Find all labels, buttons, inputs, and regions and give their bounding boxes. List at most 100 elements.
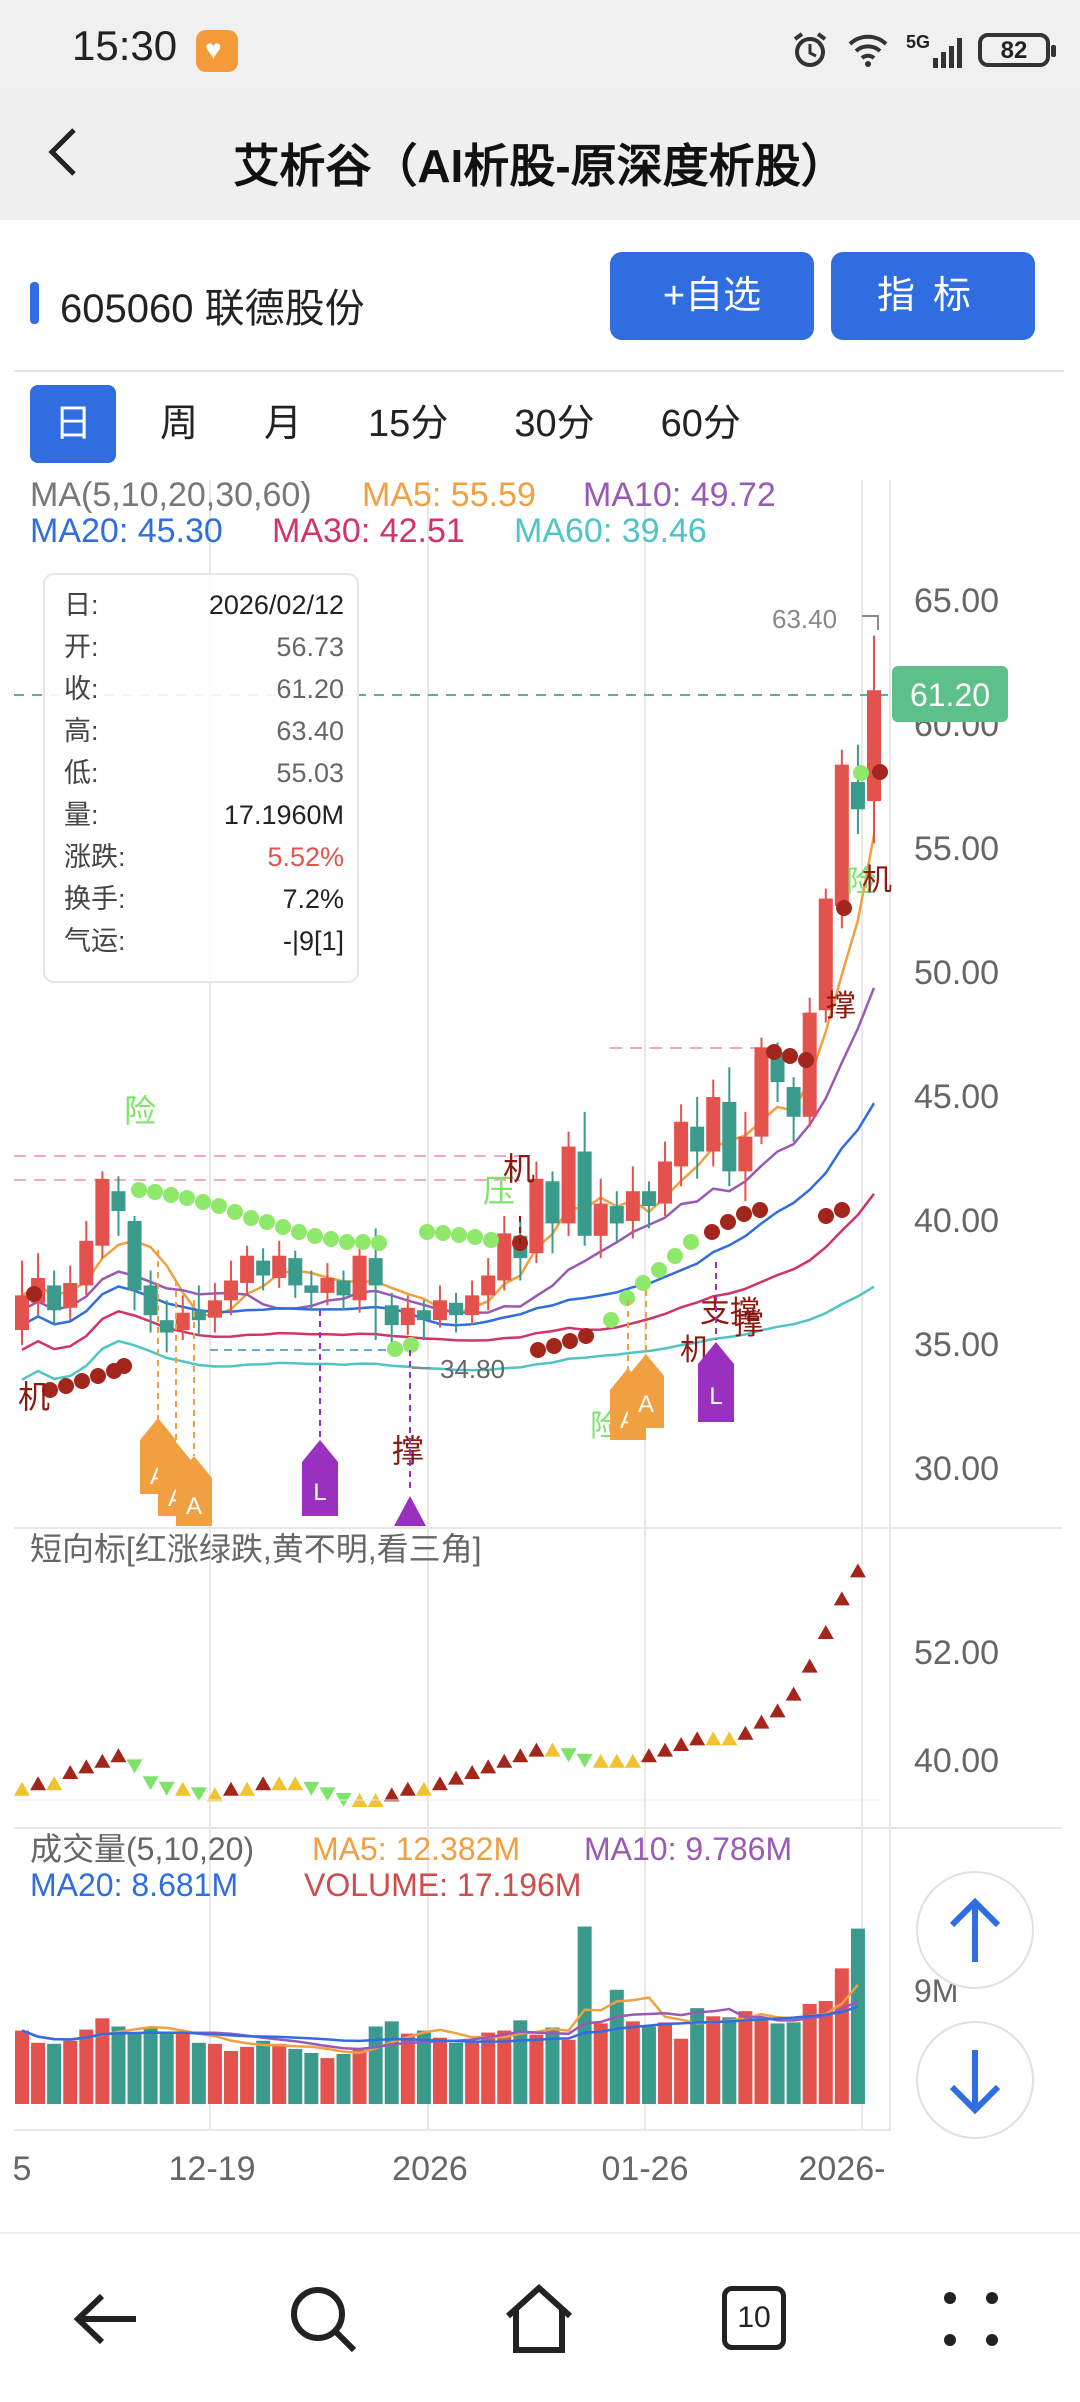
scroll-down-button[interactable] <box>916 2021 1034 2139</box>
candle <box>175 1312 190 1331</box>
current-price-label: 61.20 <box>910 677 990 713</box>
indicator-triangle <box>431 1776 448 1791</box>
tab-day[interactable]: 日 <box>30 385 117 463</box>
volume-bar <box>754 2018 769 2104</box>
low-price-label: 34.80 <box>440 1354 505 1384</box>
volume-bar <box>850 1928 865 2104</box>
indicator-triangle <box>62 1765 79 1779</box>
candle <box>207 1300 222 1318</box>
indicator-triangle <box>544 1742 561 1757</box>
signal-dot <box>603 1312 619 1328</box>
indicator-triangle <box>833 1591 850 1606</box>
candle <box>79 1240 94 1286</box>
nav-back-icon[interactable] <box>62 2274 152 2364</box>
candle <box>320 1278 335 1293</box>
nav-tabs-button[interactable]: 10 <box>710 2274 800 2364</box>
volume-bar <box>481 2032 496 2104</box>
svg-text:7.2%: 7.2% <box>282 884 344 914</box>
candle <box>850 782 865 810</box>
indicator-triangle <box>383 1787 400 1802</box>
a-marker-icon: A <box>628 1354 664 1428</box>
candle <box>722 1101 737 1172</box>
signal-dot <box>818 1208 834 1224</box>
x-axis-label: 01-26 <box>602 2150 689 2188</box>
volume-bar <box>256 2040 271 2104</box>
candle <box>609 1206 624 1224</box>
signal-dot <box>483 1232 499 1248</box>
volume-bar <box>802 2004 817 2104</box>
signal-dot <box>195 1194 211 1210</box>
add-watchlist-button[interactable]: +自选 <box>610 252 814 340</box>
nav-home-icon[interactable] <box>494 2274 584 2364</box>
indicator-triangle <box>158 1781 175 1796</box>
candle <box>545 1181 560 1224</box>
candle <box>127 1220 142 1291</box>
signal-dot <box>291 1224 307 1240</box>
volume-bar <box>15 2030 29 2104</box>
stock-marker <box>30 282 39 324</box>
volume-bar <box>416 2030 431 2104</box>
marker-stems <box>157 1216 717 1490</box>
signal-5g-icon: 5G <box>906 32 962 68</box>
indicator-triangle <box>608 1753 625 1768</box>
volume-bar <box>159 2033 174 2104</box>
stock-chart[interactable]: MA(5,10,20,30,60) MA5: 55.59 MA10: 49.72… <box>0 470 1080 2190</box>
volume-bar <box>786 2022 801 2104</box>
candles <box>15 635 881 1353</box>
tab-60min[interactable]: 60分 <box>660 403 741 445</box>
stock-name: 605060 联德股份 <box>60 287 365 331</box>
signal-dot <box>720 1214 736 1230</box>
volume-bar <box>497 2030 512 2104</box>
back-button[interactable] <box>36 122 96 182</box>
price-tick: 65.00 <box>914 582 999 620</box>
scroll-up-button[interactable] <box>916 1871 1034 1989</box>
indicator-button[interactable]: 指标 <box>831 252 1035 340</box>
high-pointer <box>862 615 879 630</box>
candle <box>867 690 881 802</box>
signal-dot <box>116 1358 132 1374</box>
svg-text:日:: 日: <box>64 590 99 620</box>
signal-opportunity-label: 机 <box>503 1151 535 1187</box>
svg-text:L: L <box>313 1479 326 1506</box>
ma20-legend: MA20: 45.30 <box>30 512 223 550</box>
volume-bar <box>834 1968 849 2104</box>
signal-dot <box>578 1328 594 1344</box>
indicator-triangle <box>624 1753 641 1768</box>
volume-bars <box>15 1926 865 2104</box>
volume-bar <box>593 2023 608 2104</box>
indicator-triangle <box>190 1787 207 1802</box>
indicator-triangle <box>737 1725 754 1740</box>
candle <box>658 1161 673 1204</box>
signal-dot <box>227 1204 243 1220</box>
a-marker-icon: A <box>176 1456 212 1526</box>
nav-menu-icon[interactable] <box>926 2274 1016 2364</box>
candle <box>577 1151 592 1236</box>
signal-dot <box>872 764 888 780</box>
signal-dot <box>683 1234 699 1250</box>
indicator-triangle <box>287 1776 304 1791</box>
volume-bar <box>47 2043 62 2104</box>
candle <box>256 1260 271 1276</box>
ma10-line <box>21 987 876 1314</box>
nav-search-icon[interactable] <box>278 2274 368 2364</box>
volume-bar <box>400 2033 415 2104</box>
signal-dot <box>651 1262 667 1278</box>
indicator-triangle <box>464 1765 481 1779</box>
svg-text:63.40: 63.40 <box>276 716 344 746</box>
candle <box>352 1255 367 1301</box>
candle <box>690 1126 705 1152</box>
signal-opportunity-label: 机 <box>18 1379 50 1415</box>
volume-bar <box>111 2026 126 2104</box>
indicator-triangle <box>512 1748 529 1763</box>
volume-bar <box>175 2031 190 2104</box>
volume-bar <box>738 2011 753 2104</box>
status-bar: 15:30 5G 82 <box>0 0 1080 90</box>
ma30-legend: MA30: 42.51 <box>272 512 465 550</box>
tab-15min[interactable]: 15分 <box>368 403 449 445</box>
signal-dot <box>163 1187 179 1203</box>
tab-30min[interactable]: 30分 <box>514 403 595 445</box>
price-tick: 30.00 <box>914 1450 999 1488</box>
indicator-triangle <box>592 1753 609 1768</box>
tab-week[interactable]: 周 <box>160 403 199 445</box>
tab-month[interactable]: 月 <box>264 403 303 445</box>
